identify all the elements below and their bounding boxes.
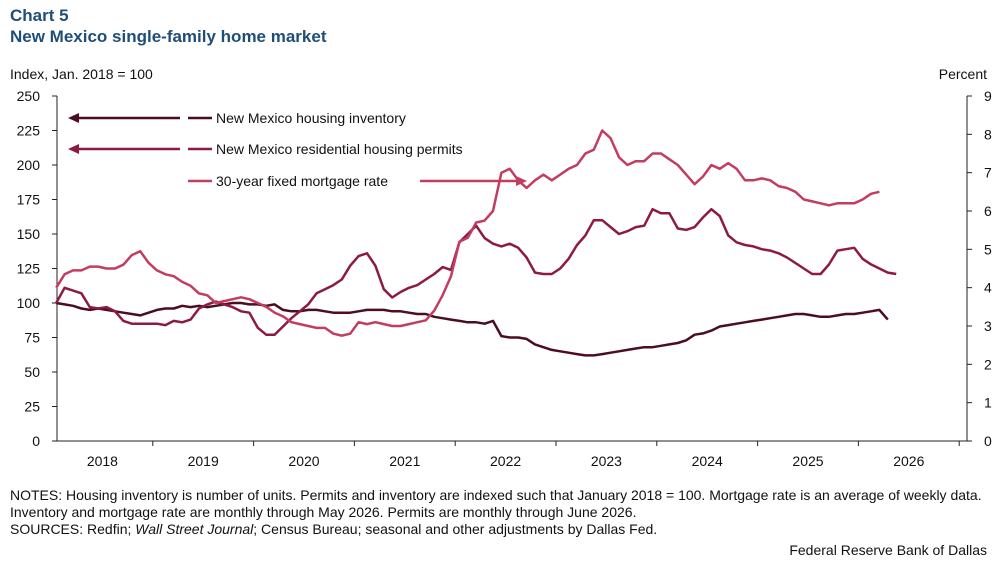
notes-text: NOTES: Housing inventory is number of un… bbox=[10, 487, 982, 520]
inventory-line bbox=[55, 301, 889, 357]
legend-permits: New Mexico residential housing permits bbox=[216, 141, 463, 157]
sources-italic: Wall Street Journal bbox=[135, 521, 254, 537]
left-tick-label: 125 bbox=[17, 261, 41, 277]
sources-suffix: ; Census Bureau; seasonal and other adju… bbox=[253, 521, 658, 537]
x-tick-label: 2025 bbox=[792, 453, 823, 469]
legend-arrowhead bbox=[68, 113, 79, 123]
right-tick-label: 6 bbox=[984, 203, 992, 219]
mortgage-rate-line bbox=[55, 129, 880, 337]
x-tick-label: 2018 bbox=[87, 453, 118, 469]
chart-title: New Mexico single-family home market bbox=[10, 27, 327, 46]
right-tick-label: 9 bbox=[984, 88, 992, 104]
x-tick-label: 2019 bbox=[188, 453, 219, 469]
sources-text: SOURCES: Redfin; Wall Street Journal; Ce… bbox=[10, 521, 985, 538]
left-tick-label: 25 bbox=[24, 399, 40, 415]
right-tick-label: 3 bbox=[984, 318, 992, 334]
line-chart: 0 25 50 75 100 125 150 175 200 225 250 0 1 2 3 4 5 6 7 8 9 20… bbox=[17, 88, 992, 469]
chart-number: Chart 5 bbox=[10, 6, 69, 25]
right-tick-label: 4 bbox=[984, 280, 992, 296]
legend-inventory: New Mexico housing inventory bbox=[216, 110, 406, 126]
permits-line bbox=[55, 207, 897, 336]
left-tick-label: 0 bbox=[32, 433, 40, 449]
left-tick-label: 75 bbox=[24, 330, 40, 346]
sources-prefix: SOURCES: Redfin; bbox=[10, 521, 136, 537]
right-tick-label: 2 bbox=[984, 356, 992, 372]
x-tick-label: 2024 bbox=[692, 453, 723, 469]
notes-block: NOTES: Housing inventory is number of un… bbox=[10, 487, 985, 538]
left-tick-label: 175 bbox=[17, 192, 41, 208]
legend-arrowhead bbox=[68, 144, 79, 154]
left-tick-label: 150 bbox=[17, 226, 41, 242]
right-tick-label: 8 bbox=[984, 126, 992, 142]
right-axis-label: Percent bbox=[938, 66, 987, 82]
legend-arrowhead bbox=[516, 176, 527, 186]
legend-mortgage: 30-year fixed mortgage rate bbox=[216, 173, 388, 189]
x-tick-label: 2022 bbox=[490, 453, 521, 469]
right-tick-label: 5 bbox=[984, 241, 992, 257]
right-tick-label: 7 bbox=[984, 165, 992, 181]
x-tick-label: 2023 bbox=[591, 453, 622, 469]
footer-credit: Federal Reserve Bank of Dallas bbox=[789, 542, 987, 558]
left-axis-label: Index, Jan. 2018 = 100 bbox=[10, 66, 153, 82]
left-tick-label: 200 bbox=[17, 157, 41, 173]
left-tick-label: 225 bbox=[17, 123, 41, 139]
x-tick-label: 2021 bbox=[389, 453, 420, 469]
left-tick-label: 50 bbox=[24, 364, 40, 380]
right-tick-label: 0 bbox=[984, 433, 992, 449]
x-tick-label: 2020 bbox=[288, 453, 319, 469]
left-tick-label: 100 bbox=[17, 295, 41, 311]
right-tick-label: 1 bbox=[984, 395, 992, 411]
left-tick-label: 250 bbox=[17, 88, 41, 104]
x-tick-label: 2026 bbox=[893, 453, 924, 469]
